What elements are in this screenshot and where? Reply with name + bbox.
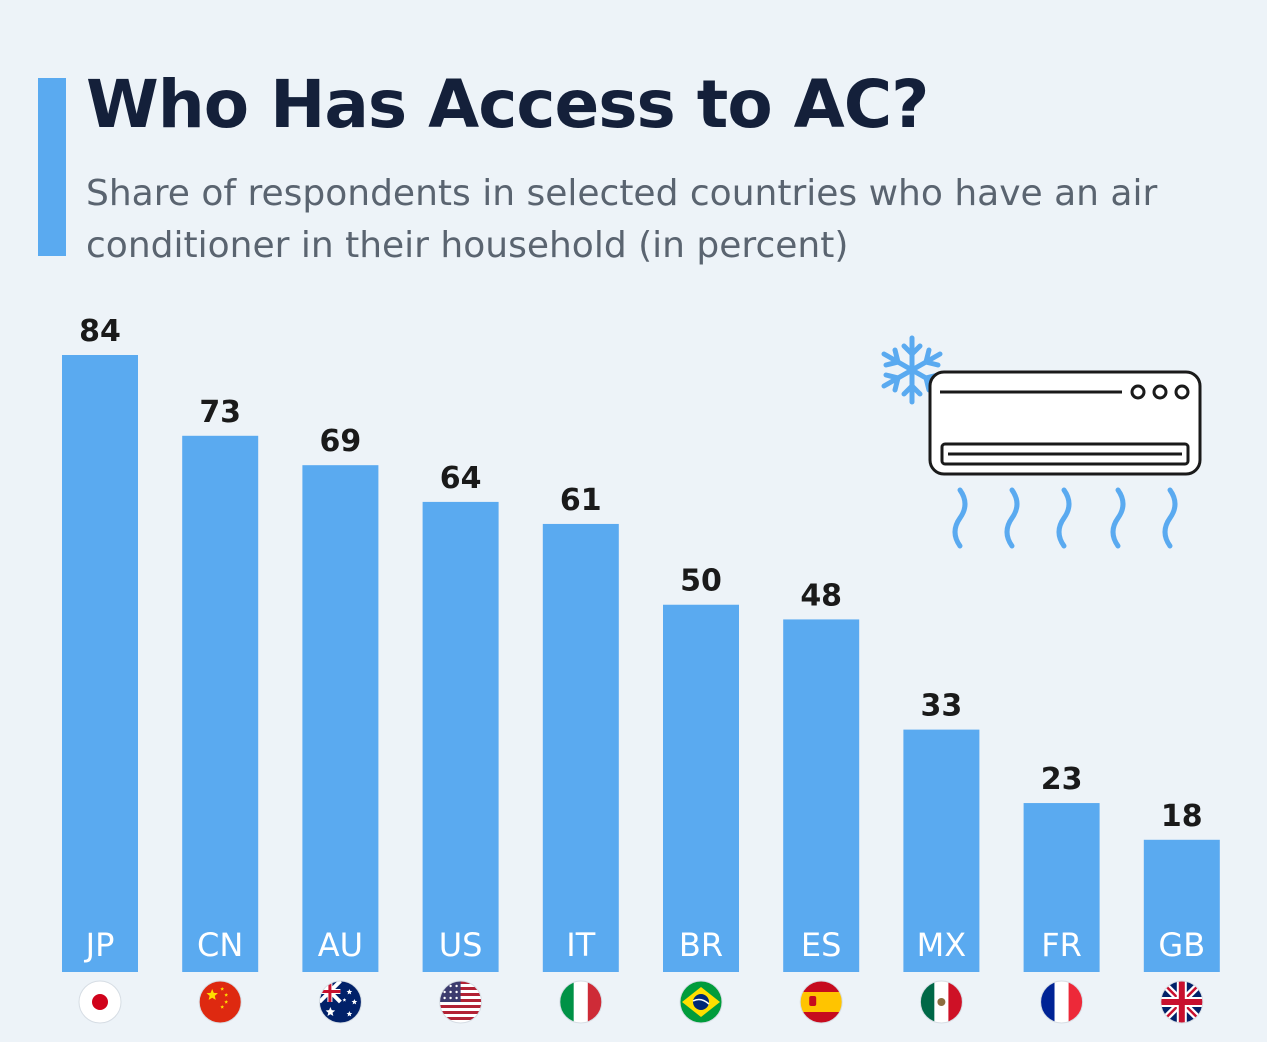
china-flag-icon	[198, 980, 242, 1024]
category-label-mx: MX	[917, 926, 967, 964]
page-subtitle: Share of respondents in selected countri…	[86, 173, 1158, 266]
category-label-br: BR	[679, 926, 723, 964]
value-label-es: 48	[800, 578, 842, 613]
value-label-au: 69	[320, 424, 362, 459]
italy-flag-icon	[559, 980, 603, 1024]
air-conditioner-illustration	[881, 335, 1202, 549]
usa-flag-icon	[439, 980, 483, 1024]
bars-layer: 84 JP 73 CN 69 AU 64 US 61 IT 50 BR 48 ES 33 MX 23 FR 18 GB	[62, 314, 1220, 972]
bar-br	[663, 604, 739, 972]
air-conditioner-icon	[928, 370, 1202, 476]
flags-layer	[78, 980, 1204, 1024]
value-label-fr: 23	[1041, 762, 1083, 797]
bar-it	[542, 523, 619, 972]
bar-fr	[1023, 803, 1100, 972]
france-flag-icon	[1040, 980, 1084, 1024]
category-label-gb: GB	[1158, 926, 1205, 964]
category-label-us: US	[439, 926, 483, 964]
japan-flag-icon	[78, 980, 122, 1024]
bar-us	[422, 501, 499, 972]
category-label-es: ES	[801, 926, 842, 964]
category-label-fr: FR	[1041, 926, 1082, 964]
airflow-icon	[952, 487, 1178, 549]
value-label-mx: 33	[921, 689, 963, 724]
value-label-it: 61	[560, 483, 602, 518]
value-label-us: 64	[440, 461, 482, 496]
spain-flag-icon	[799, 980, 843, 1024]
value-label-br: 50	[680, 564, 722, 599]
bar-es	[783, 619, 860, 972]
australia-flag-icon	[318, 980, 362, 1024]
brazil-flag-icon	[679, 980, 723, 1024]
bar-gb	[1143, 839, 1220, 972]
bar-mx	[903, 729, 980, 972]
category-label-au: AU	[318, 926, 363, 964]
mexico-flag-icon	[919, 980, 963, 1024]
page-title: Who Has Access to AC?	[86, 66, 929, 143]
category-label-it: IT	[566, 926, 595, 964]
bar-jp	[62, 355, 138, 972]
uk-flag-icon	[1160, 980, 1204, 1024]
value-label-cn: 73	[199, 395, 241, 430]
title-accent-bar	[38, 78, 66, 256]
value-label-jp: 84	[79, 314, 121, 349]
bar-au	[302, 465, 379, 972]
category-label-cn: CN	[197, 926, 243, 964]
bar-cn	[182, 435, 259, 972]
value-label-gb: 18	[1161, 799, 1203, 834]
category-label-jp: JP	[84, 926, 115, 964]
